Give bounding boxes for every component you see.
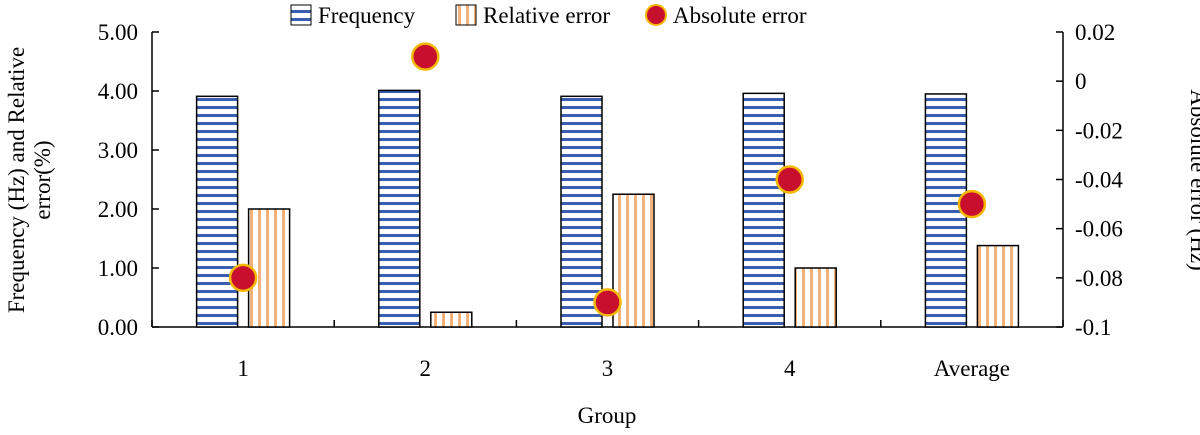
bar-frequency [560, 95, 603, 328]
point-absolute-error [411, 42, 440, 71]
x-tick-label: Average [934, 356, 1010, 381]
left-tick-label: 1.00 [98, 256, 138, 281]
right-tick-label: -0.06 [1075, 217, 1123, 242]
axes: 0.001.002.003.004.005.00 -0.1-0.08-0.06-… [98, 20, 1124, 381]
bar-frequency [742, 92, 785, 328]
bar-frequency [924, 93, 968, 328]
right-tick-label: -0.02 [1075, 118, 1123, 143]
legend-label-frequency: Frequency [318, 3, 416, 28]
left-axis-ticks: 0.00 1.00 2.00 3.00 4.00 5.00 [98, 20, 159, 340]
x-axis-label: Group [578, 403, 637, 428]
bar-relative-error [430, 311, 473, 328]
bar-relative-error [247, 208, 291, 328]
y-axis-left-label-line2: error(%) [30, 140, 55, 219]
point-absolute-error [593, 288, 622, 317]
left-tick-label: 0.00 [98, 315, 138, 340]
point-absolute-error [957, 189, 987, 219]
left-tick-label: 5.00 [98, 20, 138, 45]
point-absolute-error [775, 165, 804, 194]
legend-label-absolute-error: Absolute error [673, 3, 807, 28]
right-tick-label: -0.08 [1075, 266, 1123, 291]
right-tick-label: 0.02 [1075, 20, 1115, 45]
right-tick-label: -0.04 [1075, 168, 1123, 193]
bar-relative-error [794, 267, 837, 328]
legend-label-relative-error: Relative error [483, 3, 610, 28]
legend-marker-absolute-error [645, 4, 667, 26]
bar-frequency [378, 89, 421, 328]
legend-swatch-relative-error [455, 4, 477, 26]
legend-swatch-frequency [290, 4, 312, 26]
legend: Frequency Relative error Absolute error [290, 3, 807, 28]
left-tick-label: 4.00 [98, 79, 138, 104]
x-tick-label: 3 [602, 356, 614, 381]
x-tick-label: 1 [237, 356, 249, 381]
x-tick-label: 2 [420, 356, 432, 381]
x-axis-ticks: 1 2 3 4 Average [151, 320, 1064, 381]
y-axis-right-label: Absolute error (Hz) [1186, 89, 1200, 270]
bar-relative-error [976, 244, 1020, 328]
right-tick-label: -0.1 [1075, 315, 1111, 340]
left-tick-label: 3.00 [98, 138, 138, 163]
y-axis-left-label-line1: Frequency (Hz) and Relative [4, 47, 29, 313]
bar-frequency [195, 95, 239, 328]
point-absolute-error [228, 263, 258, 293]
bars [195, 89, 1020, 328]
x-tick-label: 4 [784, 356, 796, 381]
right-tick-label: 0 [1075, 69, 1087, 94]
right-axis-ticks: -0.1 -0.08 -0.06 -0.04 -0.02 0 0.02 [1056, 20, 1123, 340]
points [228, 42, 987, 317]
left-tick-label: 2.00 [98, 197, 138, 222]
